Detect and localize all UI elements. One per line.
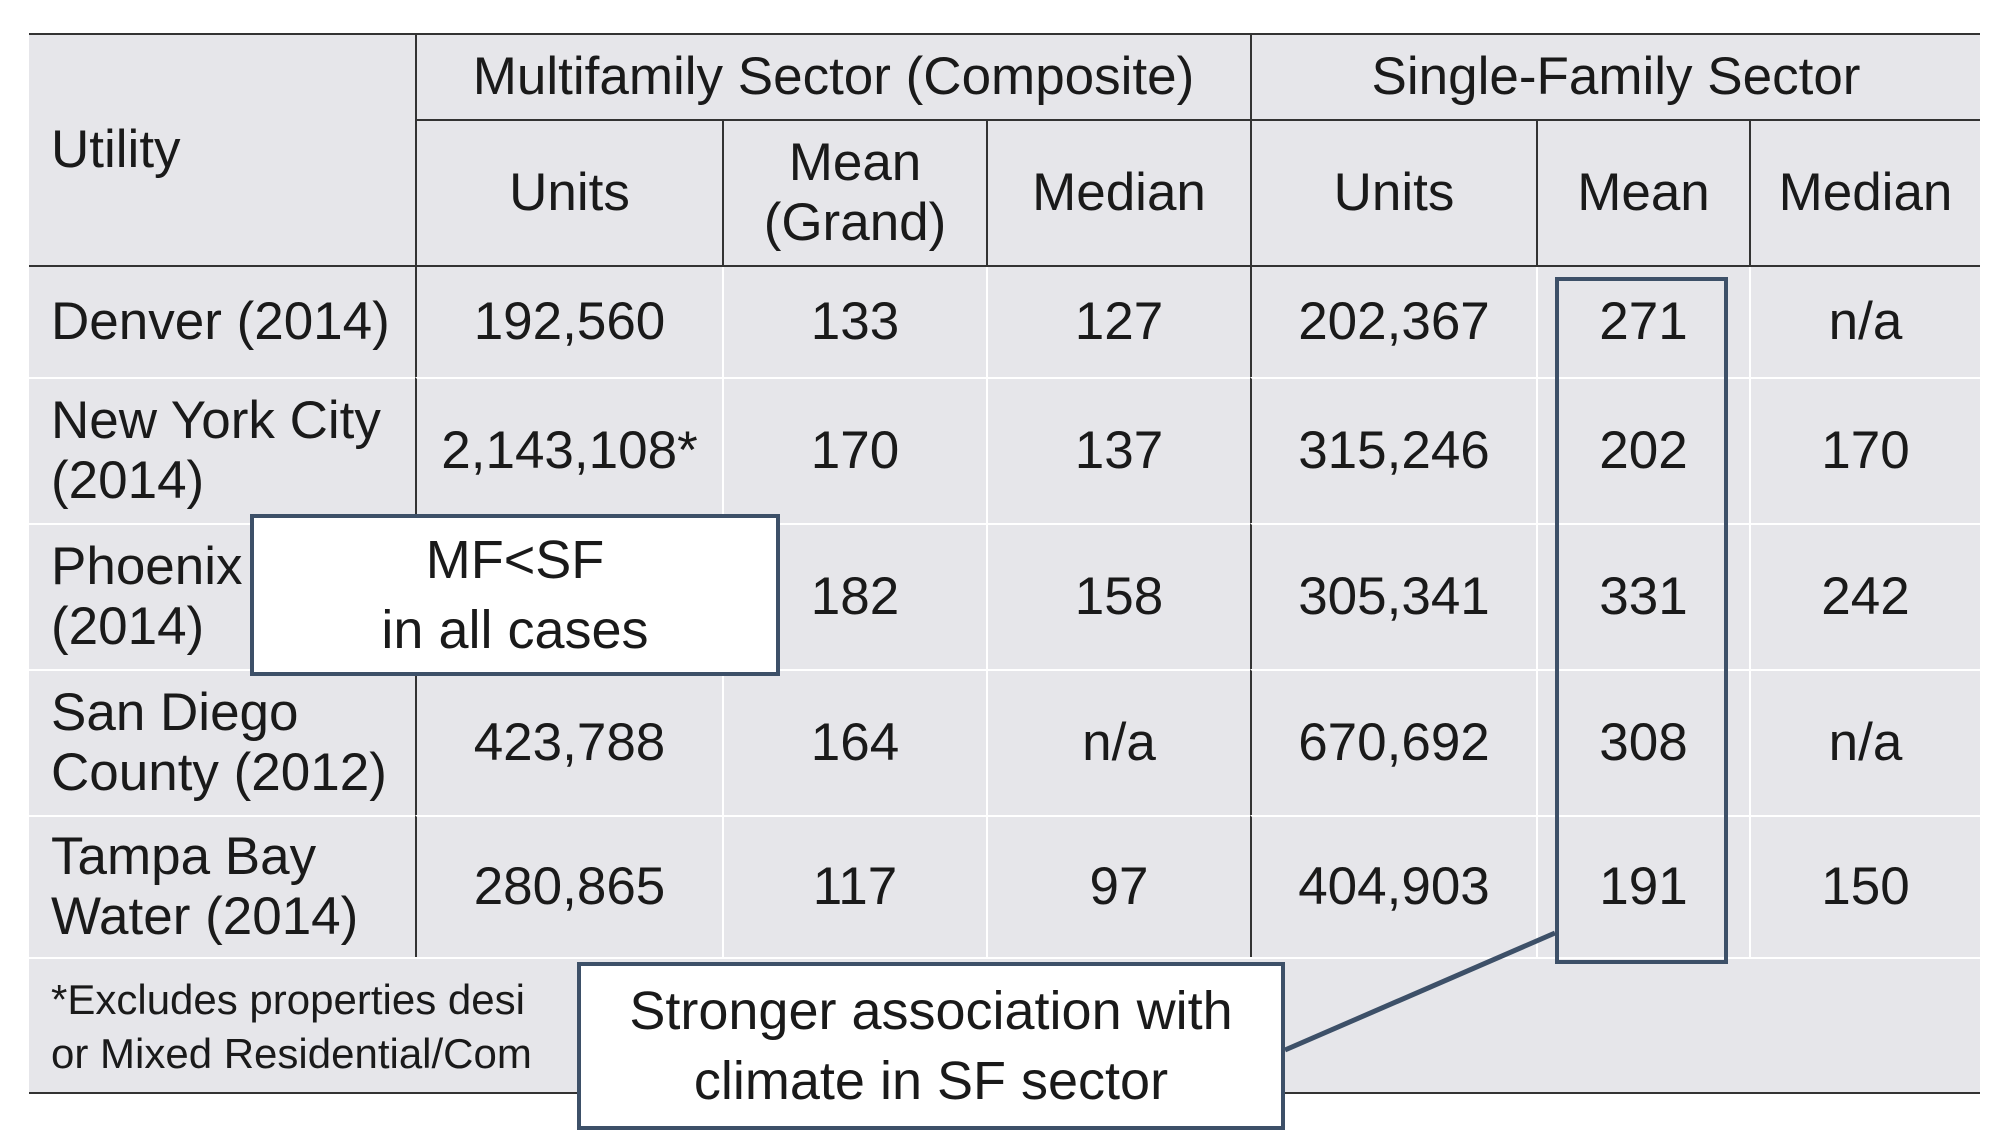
sf-mean-highlight-box <box>1555 277 1728 964</box>
cell-mf-mean: 164 <box>722 669 986 815</box>
table-footnote: *Excludes properties desi or Mixed Resid… <box>29 957 1980 1092</box>
cell-mf-units: 2,143,108* <box>415 377 722 523</box>
row-utility: Tampa Bay Water (2014) <box>29 815 415 957</box>
callout-line: climate in SF sector <box>693 1051 1169 1111</box>
cell-sf-units: 202,367 <box>1250 267 1536 377</box>
row-utility: San Diego County (2012) <box>29 669 415 815</box>
header-mf-units: Units <box>415 121 722 267</box>
callout-mf-less-than-sf: MF<SF in all cases <box>250 514 780 676</box>
callout-line: Stronger association with <box>629 981 1233 1041</box>
header-sf-median: Median <box>1749 121 1980 267</box>
cell-sf-mean: 271 <box>1536 267 1749 377</box>
cell-sf-median: n/a <box>1749 669 1980 815</box>
cell-mf-median: n/a <box>986 669 1250 815</box>
utility-comparison-table: Utility Multifamily Sector (Composite) S… <box>29 33 1980 1094</box>
header-sf-sector: Single-Family Sector <box>1250 35 1980 121</box>
cell-mf-mean: 170 <box>722 377 986 523</box>
cell-mf-median: 137 <box>986 377 1250 523</box>
cell-mf-units: 280,865 <box>415 815 722 957</box>
row-utility: Denver (2014) <box>51 292 390 351</box>
cell-mf-mean: 117 <box>722 815 986 957</box>
cell-mf-median: 127 <box>986 267 1250 377</box>
cell-sf-units: 305,341 <box>1250 523 1536 669</box>
cell-sf-mean: 202 <box>1536 377 1749 523</box>
header-mf-sector: Multifamily Sector (Composite) <box>415 35 1250 121</box>
cell-sf-mean: 331 <box>1536 523 1749 669</box>
cell-mf-median: 97 <box>986 815 1250 957</box>
cell-sf-median: 242 <box>1749 523 1980 669</box>
header-mf-median: Median <box>986 121 1250 267</box>
cell-sf-median: 150 <box>1749 815 1980 957</box>
cell-sf-units: 315,246 <box>1250 377 1536 523</box>
cell-sf-median: n/a <box>1749 267 1980 377</box>
cell-sf-mean: 191 <box>1536 815 1749 957</box>
callout-line: in all cases <box>381 600 649 660</box>
callout-climate-association: Stronger association with climate in SF … <box>577 962 1285 1130</box>
callout-connector-line <box>1284 930 1556 1053</box>
row-utility: New York City (2014) <box>29 377 415 523</box>
cell-sf-median: 170 <box>1749 377 1980 523</box>
cell-sf-mean: 308 <box>1536 669 1749 815</box>
row-utility: Phoenix (2014) <box>29 523 415 669</box>
cell-mf-mean: 133 <box>722 267 986 377</box>
header-sf-mean: Mean <box>1536 121 1749 267</box>
header-mf-mean: Mean (Grand) <box>722 121 986 267</box>
cell-sf-units: 404,903 <box>1250 815 1536 957</box>
header-sf-units: Units <box>1250 121 1536 267</box>
header-utility: Utility <box>29 35 415 267</box>
cell-sf-units: 670,692 <box>1250 669 1536 815</box>
callout-line: MF<SF <box>425 530 605 590</box>
cell-mf-median: 158 <box>986 523 1250 669</box>
cell-mf-units: 192,560 <box>415 267 722 377</box>
